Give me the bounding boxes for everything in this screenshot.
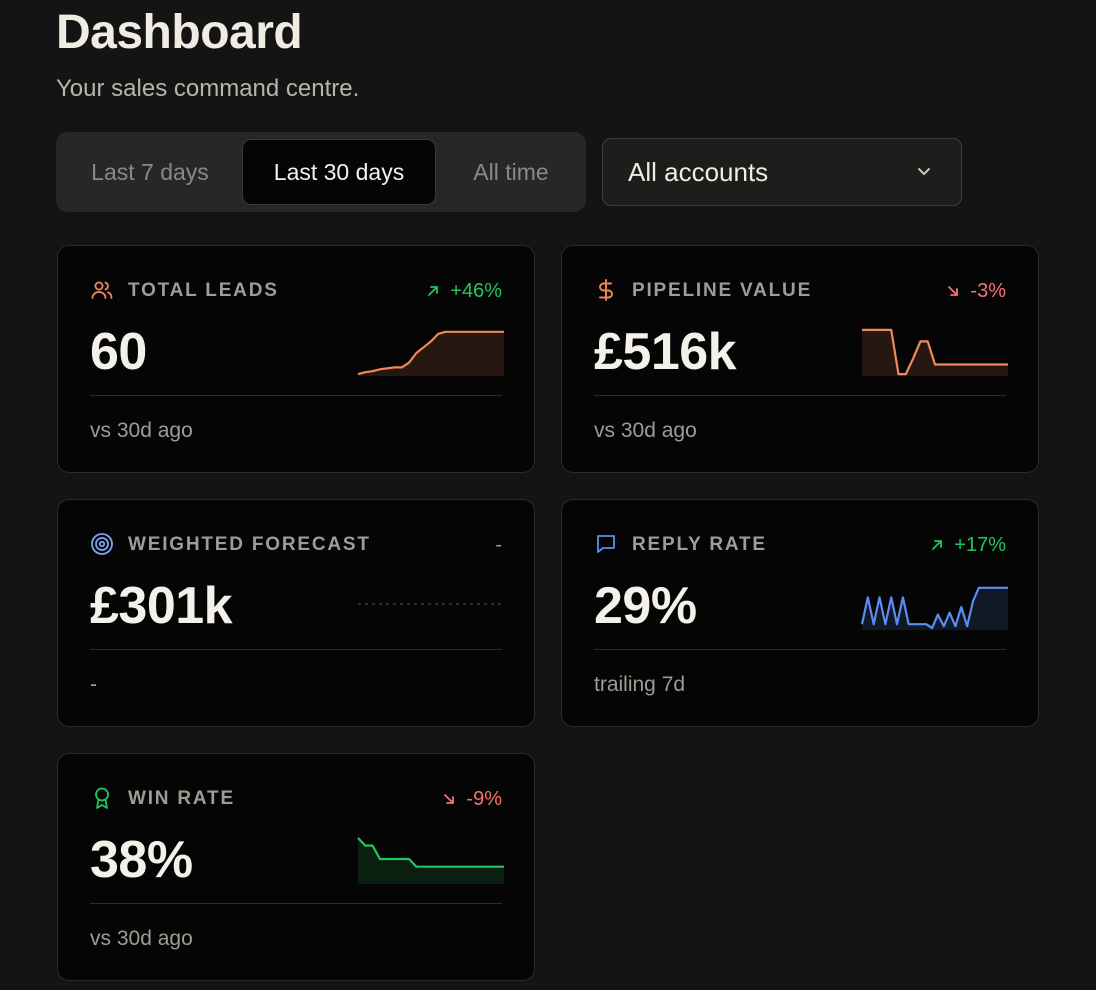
arrow-down-right-icon <box>948 286 959 296</box>
sparkline-reply-rate <box>860 586 1008 630</box>
metric-delta-value: -3% <box>970 280 1006 302</box>
card-divider <box>594 395 1006 396</box>
page-subtitle: Your sales command centre. <box>56 75 360 102</box>
sparkline-area <box>358 837 504 884</box>
metric-value: £301k <box>90 577 233 635</box>
sparkline-total-leads <box>357 330 504 376</box>
metric-delta-value: +46% <box>450 280 502 302</box>
card-divider <box>90 649 502 650</box>
page-title: Dashboard <box>56 6 303 59</box>
metric-value: 38% <box>90 831 193 889</box>
sparkline-line <box>862 328 1008 376</box>
metric-footnote: vs 30d ago <box>90 927 193 950</box>
message-square-icon <box>597 535 615 553</box>
metric-label: WEIGHTED FORECAST <box>128 534 371 555</box>
metric-label: WIN RATE <box>128 788 235 809</box>
metric-footnote: vs 30d ago <box>594 419 697 442</box>
award-icon <box>95 787 109 809</box>
metric-card-weighted-forecast[interactable]: WEIGHTED FORECAST - £301k - <box>57 499 535 727</box>
card-divider <box>90 903 502 904</box>
date-range-tabs: Last 7 days Last 30 days All time <box>56 132 586 212</box>
sparkline-area <box>358 331 504 376</box>
sparkline-line <box>357 837 504 868</box>
sparkline-empty-placeholder <box>358 603 504 605</box>
metric-card-total-leads[interactable]: TOTAL LEADS +46% 60 vs 30d ago <box>57 245 535 473</box>
metric-delta-value: -9% <box>466 788 502 810</box>
metric-card-reply-rate[interactable]: REPLY RATE +17% 29% trailing 7d <box>561 499 1039 727</box>
card-divider <box>594 649 1006 650</box>
sparkline-line <box>357 330 504 376</box>
arrow-up-right-icon <box>932 540 943 550</box>
account-filter-select[interactable]: All accounts <box>602 138 962 206</box>
metric-footnote: - <box>90 673 97 696</box>
card-divider <box>90 395 502 396</box>
metric-delta: -9% <box>442 786 502 812</box>
metric-delta: - <box>495 532 502 558</box>
metric-delta: +46% <box>426 278 502 304</box>
metric-card-pipeline-value[interactable]: PIPELINE VALUE -3% £516k vs 30d ago <box>561 245 1039 473</box>
metric-footnote: vs 30d ago <box>90 419 193 442</box>
sparkline-pipeline-value <box>862 328 1008 376</box>
arrow-up-right-icon <box>428 286 439 296</box>
chevron-down-icon <box>918 168 930 175</box>
metric-delta: +17% <box>930 532 1006 558</box>
metric-value: £516k <box>594 323 737 381</box>
metric-footnote: trailing 7d <box>594 673 686 696</box>
metric-label: PIPELINE VALUE <box>632 280 813 301</box>
metric-label: REPLY RATE <box>632 534 767 555</box>
tab-last-30-days[interactable]: Last 30 days <box>242 139 436 205</box>
sparkline-win-rate <box>357 837 504 884</box>
arrow-down-right-icon <box>444 794 455 804</box>
metric-label: TOTAL LEADS <box>128 280 279 301</box>
users-icon <box>91 281 113 299</box>
target-icon <box>91 533 113 555</box>
tab-all-time[interactable]: All time <box>473 158 549 185</box>
metric-delta-value: - <box>495 534 502 556</box>
metric-card-win-rate[interactable]: WIN RATE -9% 38% vs 30d ago <box>57 753 535 981</box>
metric-value: 29% <box>594 577 697 635</box>
metric-delta: -3% <box>946 278 1006 304</box>
sparkline-area <box>862 329 1008 376</box>
account-filter-value: All accounts <box>628 157 769 187</box>
metric-delta-value: +17% <box>954 534 1006 556</box>
sparkline-line <box>860 586 1008 630</box>
metric-value: 60 <box>90 323 147 381</box>
dollar-icon <box>599 279 613 301</box>
tab-last-7-days[interactable]: Last 7 days <box>91 158 209 185</box>
